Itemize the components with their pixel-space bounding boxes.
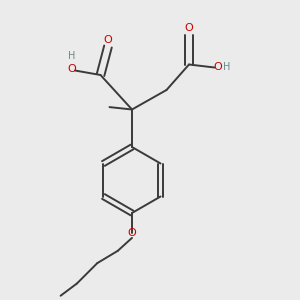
Text: O: O xyxy=(68,64,76,74)
Text: O: O xyxy=(128,227,136,238)
Text: H: H xyxy=(68,51,76,62)
Text: H: H xyxy=(224,61,231,72)
Text: O: O xyxy=(103,35,112,45)
Text: O: O xyxy=(184,23,194,33)
Text: O: O xyxy=(214,61,223,72)
